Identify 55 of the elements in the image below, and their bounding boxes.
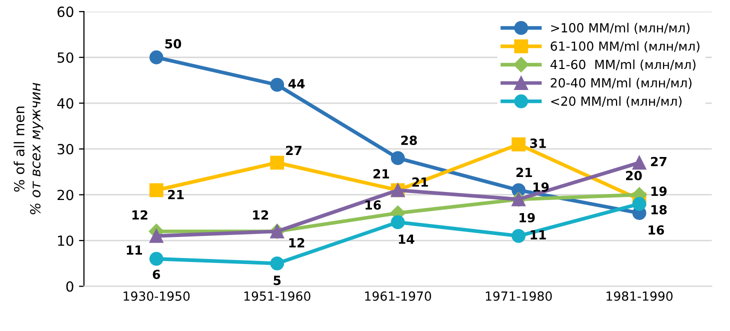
data-label: 16 [648, 225, 664, 235]
x-tick-label: 1961-1970 [365, 291, 432, 301]
data-label: 12 [289, 238, 304, 248]
data-label: 28 [401, 136, 417, 146]
point [270, 78, 284, 92]
x-tick-label: 1971-1980 [486, 291, 552, 301]
data-label: 50 [165, 39, 182, 48]
point [270, 256, 284, 270]
point [512, 229, 526, 243]
point [632, 156, 646, 170]
point [149, 50, 164, 64]
y-axis-title: % of all men % от всех мужчин [14, 82, 44, 214]
data-label: 44 [288, 79, 305, 88]
data-label: 27 [286, 146, 302, 156]
data-label: 11 [530, 230, 546, 240]
data-label: 16 [366, 200, 381, 210]
data-label: 14 [398, 234, 414, 244]
legend-label: 61-100 MM/ml (млн/мл) [550, 41, 700, 52]
data-label: 19 [520, 212, 535, 222]
data-label: 19 [534, 182, 549, 192]
data-label: 19 [651, 186, 667, 196]
data-label: 12 [253, 210, 268, 220]
point [632, 196, 646, 211]
point [390, 151, 405, 166]
y-tick-label: 30 [58, 144, 74, 154]
legend-label: 20-40 MM/ml (млн/мл) [550, 78, 692, 90]
data-label: 12 [132, 210, 148, 220]
y-tick-label: 20 [58, 190, 74, 200]
data-label: 20 [626, 170, 642, 180]
point [149, 229, 164, 243]
y-tick-label: 10 [58, 235, 74, 246]
data-label: 21 [516, 168, 532, 177]
x-tick-label: 1930-1950 [124, 291, 190, 301]
y-tick-label: 50 [58, 52, 74, 63]
y-tick-label: 40 [57, 98, 74, 109]
y-tick-label: 60 [58, 6, 74, 18]
data-label: 11 [126, 246, 142, 255]
y-tick-label: 0 [66, 281, 74, 292]
legend-label: >100 MM/ml (млн/мл) [551, 22, 690, 34]
data-label: 5 [274, 276, 281, 286]
point [270, 156, 284, 170]
point [149, 252, 164, 266]
x-tick-label: 1951-1960 [244, 291, 310, 301]
point [390, 215, 405, 230]
data-label: 18 [651, 205, 667, 214]
legend-label: <20 MM/ml (млн/мл) [551, 96, 682, 108]
x-tick-label: 1981-1990 [606, 291, 673, 301]
data-label: 21 [373, 169, 390, 178]
data-label: 27 [651, 156, 666, 166]
point [149, 183, 164, 198]
point [512, 137, 526, 152]
data-label: 21 [168, 190, 184, 200]
data-label: 6 [152, 270, 160, 280]
data-label: 31 [530, 138, 546, 148]
legend-label: 41-60 MM/ml (млн/мл) [550, 60, 696, 71]
